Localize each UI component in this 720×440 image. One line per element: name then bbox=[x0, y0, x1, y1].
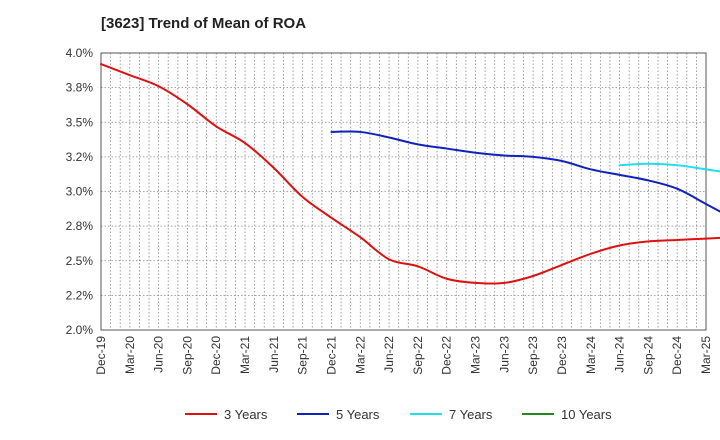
x-tick-label: Sep-23 bbox=[526, 336, 540, 375]
x-tick-label: Mar-20 bbox=[123, 336, 137, 374]
x-axis: Dec-19 Mar-20 Jun-20 Sep-20 Dec-20 Mar-21 Jun-… bbox=[94, 336, 713, 375]
x-tick-label: Jun-24 bbox=[613, 336, 627, 373]
legend: 3 Years 5 Years 7 Years 10 Years bbox=[185, 407, 612, 422]
x-tick-label: Sep-22 bbox=[411, 336, 425, 375]
chart-title: [3623] Trend of Mean of ROA bbox=[101, 15, 306, 32]
y-tick-label: 2.5% bbox=[66, 254, 94, 268]
legend-label-5-years: 5 Years bbox=[336, 407, 380, 422]
x-tick-label: Dec-22 bbox=[440, 336, 454, 375]
x-tick-label: Mar-24 bbox=[584, 336, 598, 374]
y-tick-label: 2.8% bbox=[66, 219, 94, 233]
y-tick-label: 3.0% bbox=[66, 185, 94, 199]
y-tick-label: 3.2% bbox=[66, 150, 94, 164]
grid-horizontal bbox=[101, 87, 706, 296]
series-lines bbox=[100, 63, 720, 285]
y-tick-label: 3.5% bbox=[66, 115, 94, 129]
x-tick-label: Sep-21 bbox=[296, 336, 310, 375]
y-tick-label: 2.2% bbox=[66, 288, 94, 302]
x-tick-label: Jun-23 bbox=[497, 336, 511, 373]
grid-vertical bbox=[110, 53, 697, 330]
x-tick-label: Dec-23 bbox=[555, 336, 569, 375]
x-tick-label: Sep-20 bbox=[180, 336, 194, 375]
x-tick-label: Mar-22 bbox=[353, 336, 367, 374]
series-line-7-years bbox=[618, 162, 720, 173]
x-tick-label: Sep-24 bbox=[641, 336, 655, 375]
legend-label-3-years: 3 Years bbox=[224, 407, 268, 422]
x-tick-label: Dec-20 bbox=[209, 336, 223, 375]
series-line-3-years bbox=[100, 63, 720, 285]
plot-border bbox=[100, 52, 707, 331]
legend-label-7-years: 7 Years bbox=[449, 407, 493, 422]
x-tick-label: Jun-20 bbox=[152, 336, 166, 373]
x-tick-label: Dec-21 bbox=[324, 336, 338, 375]
y-axis: 2.0% 2.2% 2.5% 2.8% 3.0% 3.2% 3.5% 3.8% 4.0% bbox=[66, 46, 94, 337]
y-tick-label: 4.0% bbox=[66, 46, 94, 60]
x-tick-label: Jun-22 bbox=[382, 336, 396, 373]
series-line-5-years bbox=[330, 130, 720, 213]
x-tick-label: Mar-21 bbox=[238, 336, 252, 374]
y-tick-label: 2.0% bbox=[66, 323, 94, 337]
x-tick-label: Dec-19 bbox=[94, 336, 108, 375]
y-tick-label: 3.8% bbox=[66, 81, 94, 95]
x-tick-label: Mar-25 bbox=[699, 336, 713, 374]
legend-label-10-years: 10 Years bbox=[561, 407, 612, 422]
x-tick-label: Dec-24 bbox=[670, 336, 684, 375]
x-tick-label: Jun-21 bbox=[267, 336, 281, 373]
x-tick-label: Mar-23 bbox=[469, 336, 483, 374]
